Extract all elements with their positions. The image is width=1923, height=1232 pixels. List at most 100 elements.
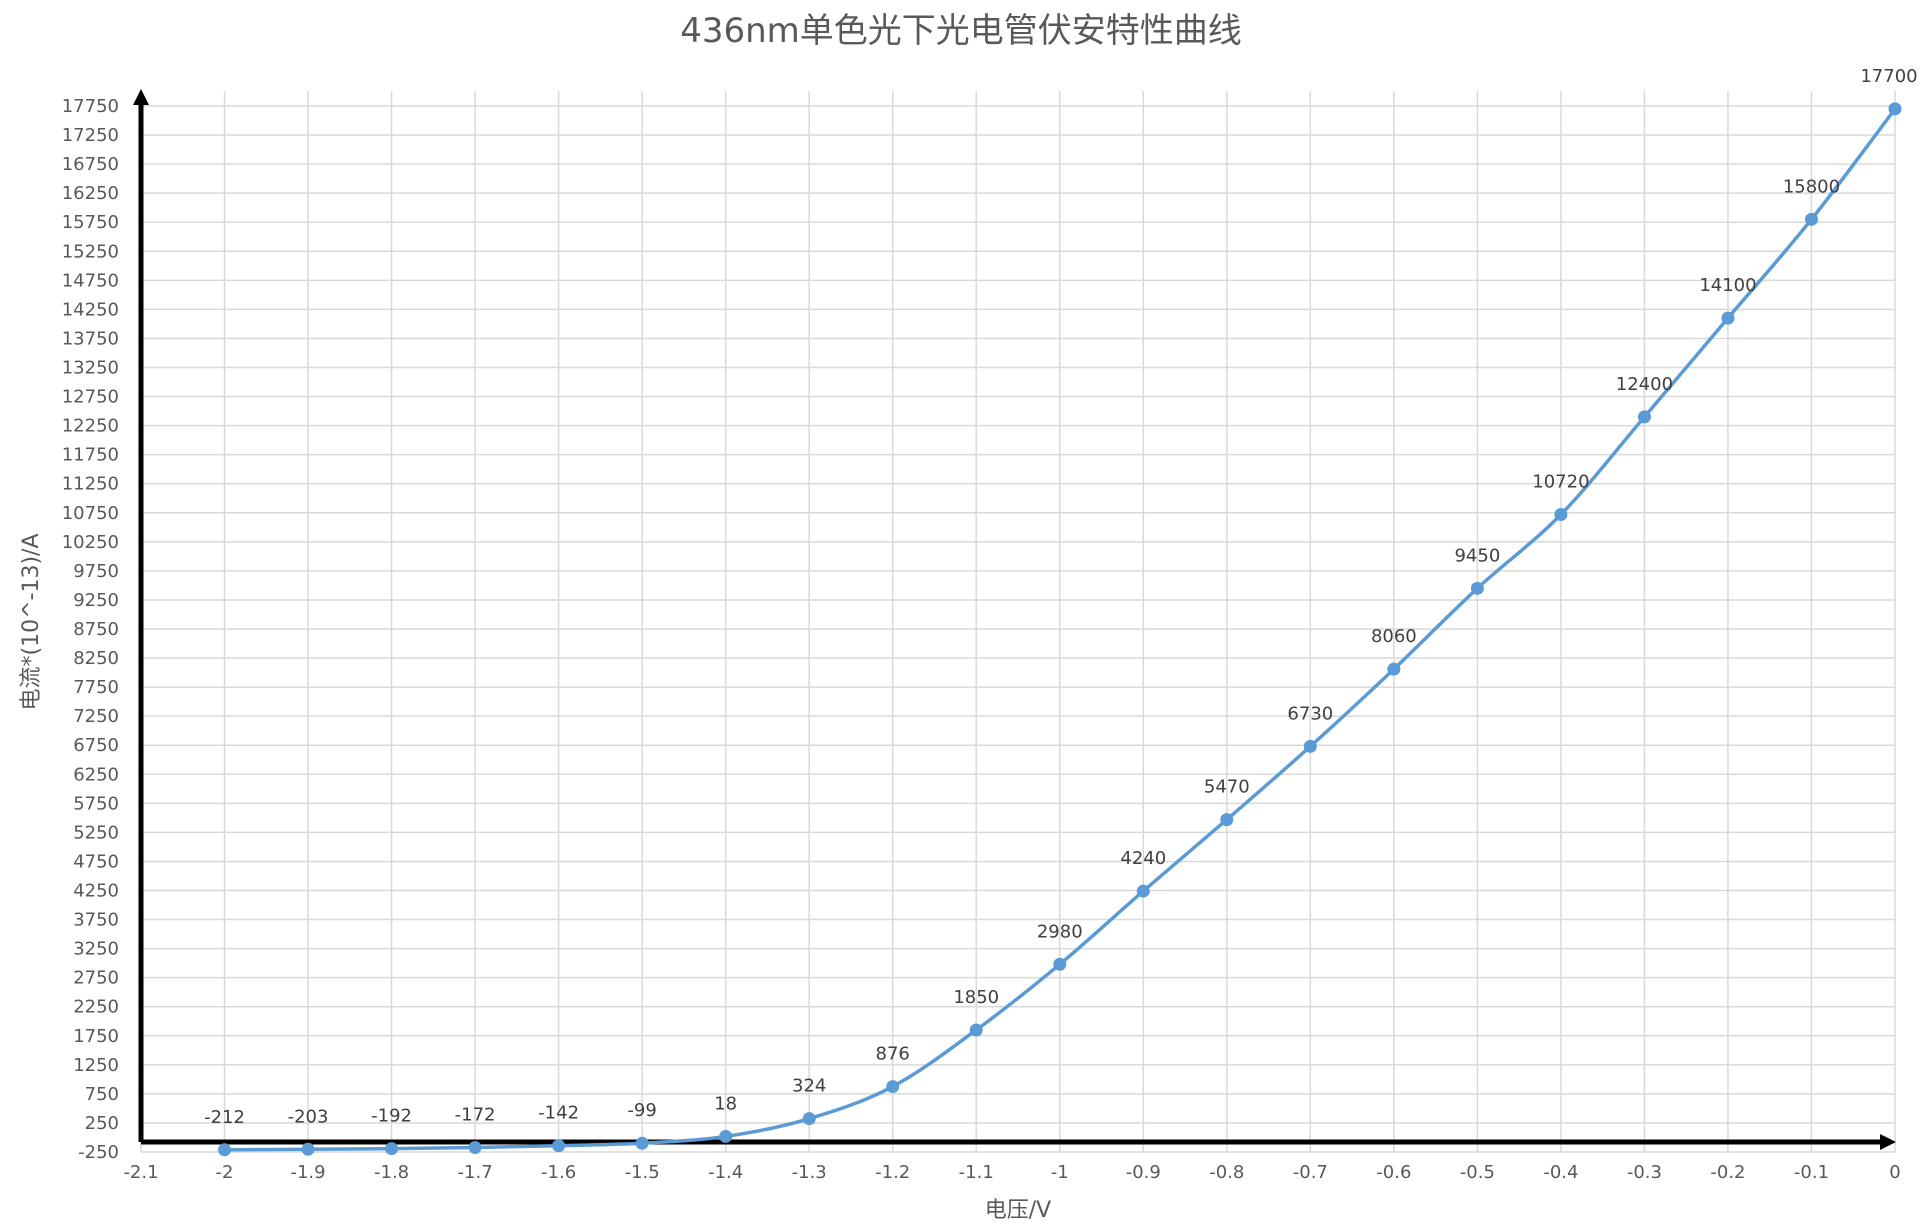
axes — [133, 89, 1896, 1150]
x-tick-label: -1.4 — [708, 1162, 743, 1183]
data-point — [1889, 102, 1902, 115]
y-tick-label: 10750 — [62, 503, 119, 524]
x-tick-label: 0 — [1889, 1162, 1900, 1183]
data-point — [970, 1023, 983, 1036]
y-tick-label: 13250 — [62, 358, 119, 379]
y-tick-label: 9250 — [73, 590, 119, 611]
data-point — [1053, 958, 1066, 971]
data-label: 14100 — [1699, 275, 1756, 296]
y-tick-label: 6250 — [73, 764, 119, 785]
y-tick-label: 1750 — [73, 1026, 119, 1047]
y-tick-label: 9750 — [73, 561, 119, 582]
data-point — [636, 1137, 649, 1150]
x-tick-label: -1.6 — [541, 1162, 576, 1183]
x-axis-title: 电压/V — [985, 1198, 1051, 1223]
data-label: 15800 — [1783, 176, 1840, 197]
y-tick-label: 15250 — [62, 241, 119, 262]
data-point — [1805, 213, 1818, 226]
y-tick-label: 16250 — [62, 183, 119, 204]
y-tick-label: 750 — [85, 1084, 119, 1105]
x-tick-label: -0.5 — [1460, 1162, 1495, 1183]
gridlines — [141, 91, 1895, 1152]
data-label: 4240 — [1120, 848, 1166, 869]
y-tick-label: 7250 — [73, 706, 119, 727]
y-tick-label: 8250 — [73, 648, 119, 669]
data-point — [886, 1080, 899, 1093]
x-tick-label: -1.8 — [374, 1162, 409, 1183]
data-label: -99 — [627, 1100, 656, 1121]
y-tick-label: 14750 — [62, 270, 119, 291]
data-point — [552, 1139, 565, 1152]
x-tick-label: -0.2 — [1710, 1162, 1745, 1183]
y-tick-label: 2250 — [73, 997, 119, 1018]
x-tick-label: -0.4 — [1543, 1162, 1578, 1183]
data-label: 876 — [876, 1044, 910, 1065]
x-tick-labels: -2.1 -2 -1.9 -1.8 -1.7 -1.6 -1.5 -1.4 -1.3 -1.2 -1… — [123, 1162, 1900, 1183]
x-tick-label: -0.7 — [1293, 1162, 1328, 1183]
y-axis-arrow-icon — [133, 89, 149, 105]
y-tick-label: -250 — [78, 1142, 119, 1163]
x-tick-label: -1.7 — [458, 1162, 493, 1183]
data-point — [385, 1142, 398, 1155]
x-tick-label: -1 — [1051, 1162, 1069, 1183]
y-tick-label: 11750 — [62, 445, 119, 466]
y-tick-label: 13750 — [62, 328, 119, 349]
data-point — [1387, 663, 1400, 676]
data-label: 10720 — [1532, 472, 1589, 493]
data-label: 12400 — [1616, 374, 1673, 395]
data-label: 5470 — [1204, 777, 1250, 798]
data-point — [803, 1112, 816, 1125]
x-tick-label: -2 — [216, 1162, 234, 1183]
data-point — [302, 1143, 315, 1156]
y-tick-label: 250 — [85, 1113, 119, 1134]
data-label: -212 — [204, 1107, 245, 1128]
y-tick-label: 16750 — [62, 154, 119, 175]
y-tick-label: 1250 — [73, 1055, 119, 1076]
y-tick-label: 14250 — [62, 299, 119, 320]
data-point — [1471, 582, 1484, 595]
y-tick-labels: -250 250 750 1250 1750 2250 2750 3250 3750 4250 47… — [62, 96, 119, 1163]
x-tick-label: -1.3 — [792, 1162, 827, 1183]
data-point — [719, 1130, 732, 1143]
x-tick-label: -2.1 — [123, 1162, 158, 1183]
y-tick-label: 4250 — [73, 881, 119, 902]
x-tick-label: -1.1 — [959, 1162, 994, 1183]
y-tick-label: 2750 — [73, 968, 119, 989]
x-tick-label: -0.6 — [1376, 1162, 1411, 1183]
y-tick-label: 8750 — [73, 619, 119, 640]
data-label: 324 — [792, 1076, 826, 1097]
y-tick-label: 15750 — [62, 212, 119, 233]
y-tick-label: 17750 — [62, 96, 119, 117]
x-tick-label: -1.2 — [875, 1162, 910, 1183]
data-point — [1554, 508, 1567, 521]
y-tick-label: 5250 — [73, 822, 119, 843]
data-label: 2980 — [1037, 921, 1083, 942]
y-tick-label: 5750 — [73, 793, 119, 814]
data-point — [1220, 813, 1233, 826]
y-tick-label: 11250 — [62, 474, 119, 495]
y-tick-label: 10250 — [62, 532, 119, 553]
y-tick-label: 7750 — [73, 677, 119, 698]
data-point — [1137, 885, 1150, 898]
data-label: 9450 — [1454, 545, 1500, 566]
data-label: 6730 — [1287, 703, 1333, 724]
x-tick-label: -0.8 — [1209, 1162, 1244, 1183]
data-label: -142 — [538, 1103, 579, 1124]
x-tick-label: -1.9 — [290, 1162, 325, 1183]
data-label: 1850 — [953, 987, 999, 1008]
x-tick-label: -0.1 — [1794, 1162, 1829, 1183]
y-tick-label: 17250 — [62, 125, 119, 146]
data-label: 8060 — [1371, 626, 1417, 647]
y-tick-label: 3750 — [73, 910, 119, 931]
y-tick-label: 6750 — [73, 735, 119, 756]
data-label: -192 — [371, 1106, 412, 1127]
data-label: -203 — [288, 1106, 329, 1127]
y-tick-label: 12250 — [62, 416, 119, 437]
chart-title: 436nm单色光下光电管伏安特性曲线 — [680, 11, 1242, 51]
data-label: -172 — [455, 1104, 496, 1125]
y-tick-label: 4750 — [73, 851, 119, 872]
data-point — [1304, 740, 1317, 753]
data-point — [469, 1141, 482, 1154]
